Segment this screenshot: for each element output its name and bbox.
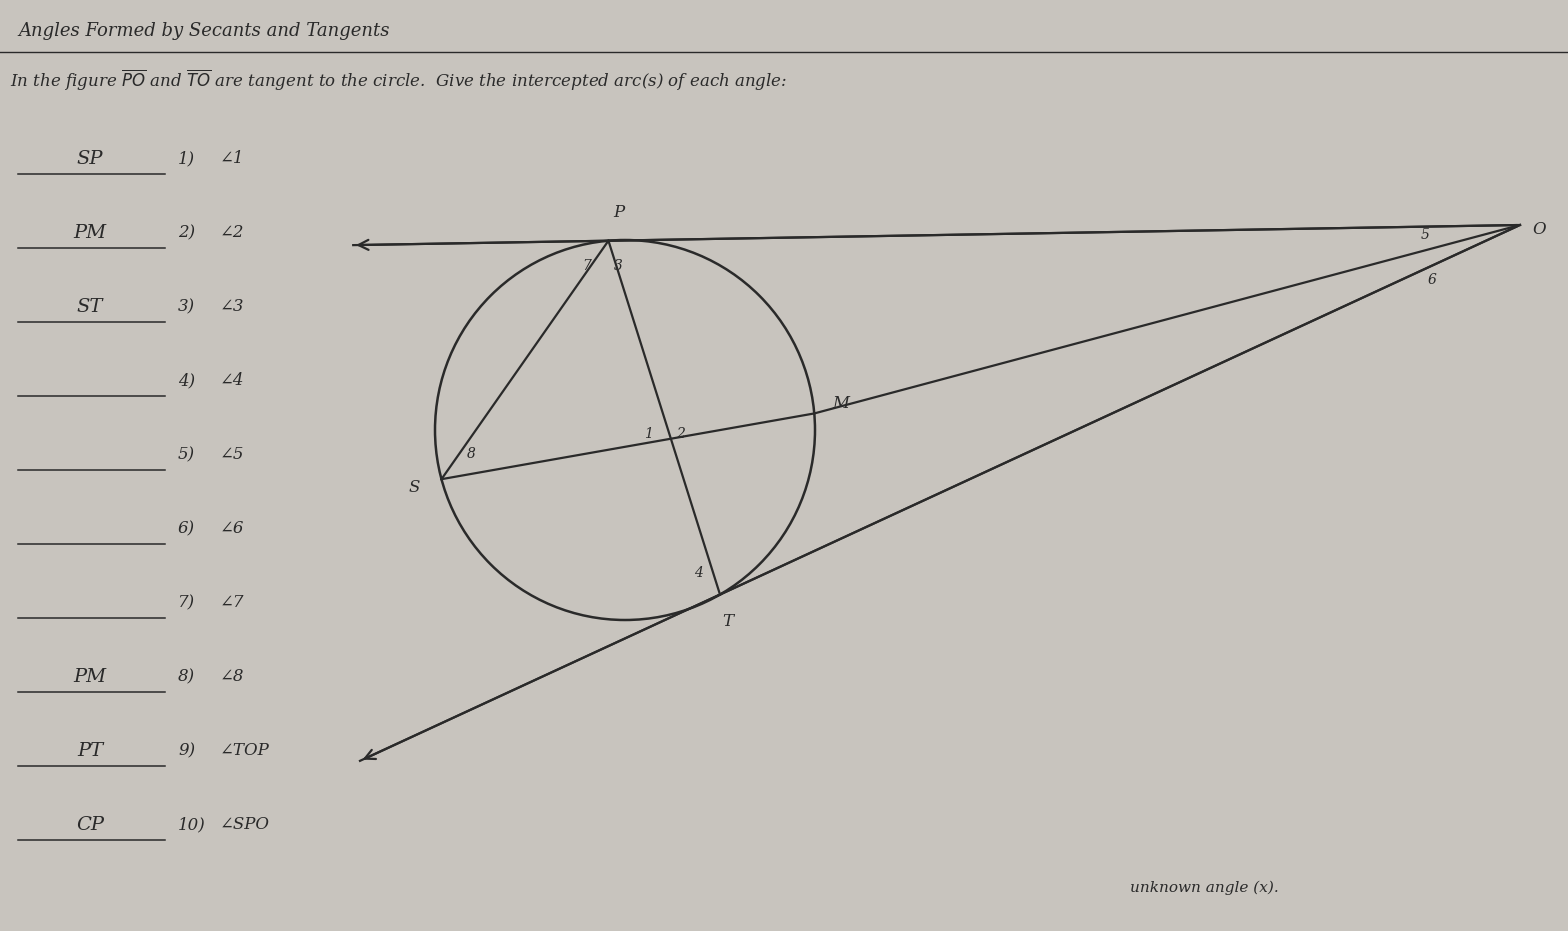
Text: 4: 4	[693, 565, 702, 579]
Text: unknown angle (x).: unknown angle (x).	[1131, 881, 1279, 895]
Text: ∠5: ∠5	[220, 446, 245, 463]
Text: 6: 6	[1427, 273, 1436, 287]
Text: PM: PM	[74, 224, 107, 242]
Text: PT: PT	[77, 742, 103, 760]
Text: ∠TOP: ∠TOP	[220, 742, 270, 759]
Text: S: S	[408, 479, 420, 495]
Text: 2: 2	[676, 426, 685, 440]
Text: 8: 8	[467, 447, 477, 461]
Text: ∠1: ∠1	[220, 150, 245, 167]
Text: 5: 5	[1421, 228, 1430, 242]
Text: 4): 4)	[179, 372, 194, 389]
Text: O: O	[1532, 221, 1546, 237]
Text: P: P	[613, 204, 624, 221]
Text: ∠6: ∠6	[220, 520, 245, 537]
Text: ST: ST	[77, 298, 103, 316]
Text: CP: CP	[75, 816, 103, 834]
Text: 5): 5)	[179, 446, 194, 463]
Text: 6): 6)	[179, 520, 194, 537]
Text: 7: 7	[582, 259, 591, 273]
Text: 7): 7)	[179, 594, 194, 611]
Text: ∠7: ∠7	[220, 594, 245, 611]
Text: ∠SPO: ∠SPO	[220, 816, 270, 833]
Text: 3): 3)	[179, 298, 194, 315]
Text: 1: 1	[644, 426, 654, 440]
Text: 8): 8)	[179, 668, 194, 685]
Text: PM: PM	[74, 668, 107, 686]
Text: SP: SP	[77, 150, 103, 168]
Text: In the figure $\overline{PO}$ and $\overline{TO}$ are tangent to the circle.  Gi: In the figure $\overline{PO}$ and $\over…	[9, 68, 787, 93]
Text: 9): 9)	[179, 742, 194, 759]
Text: ∠2: ∠2	[220, 224, 245, 241]
Text: 1): 1)	[179, 150, 194, 167]
Text: T: T	[723, 613, 734, 629]
Text: ∠3: ∠3	[220, 298, 245, 315]
Text: 10): 10)	[179, 816, 205, 833]
Text: M: M	[833, 395, 850, 412]
Text: ∠4: ∠4	[220, 372, 245, 389]
Text: Angles Formed by Secants and Tangents: Angles Formed by Secants and Tangents	[17, 22, 389, 40]
Text: 2): 2)	[179, 224, 194, 241]
Text: ∠8: ∠8	[220, 668, 245, 685]
Text: 3: 3	[615, 259, 622, 273]
